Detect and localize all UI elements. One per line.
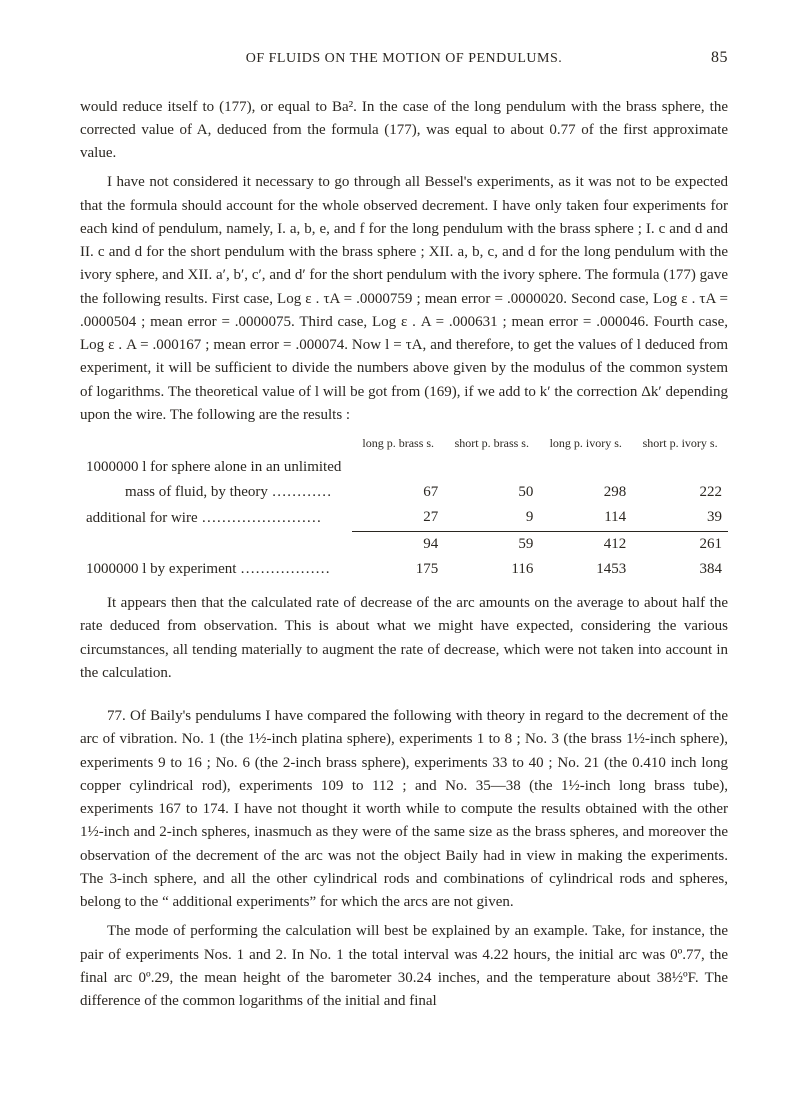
paragraph: would reduce itself to (177), or equal t… <box>80 96 728 166</box>
table-cell: long p. ivory s. <box>539 433 632 455</box>
table-cell: mass of fluid, by theory ………… <box>80 480 352 505</box>
table-cell: 1453 <box>539 557 632 582</box>
paragraph: It appears then that the calculated rate… <box>80 592 728 685</box>
page: OF FLUIDS ON THE MOTION OF PENDULUMS. 85… <box>0 0 800 1079</box>
results-table: long p. brass s. short p. brass s. long … <box>80 433 728 582</box>
page-number: 85 <box>711 46 728 71</box>
table-row: additional for wire …………………… 27 9 114 39 <box>80 505 728 531</box>
table-cell: 27 <box>352 505 444 531</box>
table-cell: long p. brass s. <box>352 433 444 455</box>
table-row: mass of fluid, by theory ………… 67 50 298 … <box>80 480 728 505</box>
table-row: 94 59 412 261 <box>80 532 728 557</box>
table-cell: 261 <box>632 532 728 557</box>
table-cell <box>632 455 728 480</box>
running-head-text: OF FLUIDS ON THE MOTION OF PENDULUMS. <box>246 51 563 66</box>
table-cell: 114 <box>539 505 632 531</box>
table-head: long p. brass s. short p. brass s. long … <box>80 433 728 455</box>
table-cell <box>444 455 539 480</box>
table-cell: 67 <box>352 480 444 505</box>
table-cell: 412 <box>539 532 632 557</box>
paragraph: The mode of performing the calculation w… <box>80 920 728 1013</box>
table-cell: 298 <box>539 480 632 505</box>
table-cell: 384 <box>632 557 728 582</box>
table-cell: 59 <box>444 532 539 557</box>
running-head: OF FLUIDS ON THE MOTION OF PENDULUMS. 85 <box>80 48 728 70</box>
table-cell: short p. ivory s. <box>632 433 728 455</box>
table-row: 1000000 l by experiment ……………… 175 116 1… <box>80 557 728 582</box>
table-cell: 94 <box>352 532 444 557</box>
table-cell: short p. brass s. <box>444 433 539 455</box>
paragraph: I have not considered it necessary to go… <box>80 171 728 427</box>
table-row: 1000000 l for sphere alone in an unlimit… <box>80 455 728 480</box>
table-cell <box>80 532 352 557</box>
paragraph: 77. Of Baily's pendulums I have compared… <box>80 705 728 914</box>
table-cell: 1000000 l by experiment ……………… <box>80 557 352 582</box>
table-cell: additional for wire …………………… <box>80 505 352 531</box>
table-cell: 222 <box>632 480 728 505</box>
table-cell <box>539 455 632 480</box>
table-cell: 1000000 l for sphere alone in an unlimit… <box>80 455 352 480</box>
table-cell: 9 <box>444 505 539 531</box>
table-cell: 50 <box>444 480 539 505</box>
table-cell: 116 <box>444 557 539 582</box>
table-cell <box>80 433 352 455</box>
table-cell: 175 <box>352 557 444 582</box>
table-cell: 39 <box>632 505 728 531</box>
table-cell <box>352 455 444 480</box>
